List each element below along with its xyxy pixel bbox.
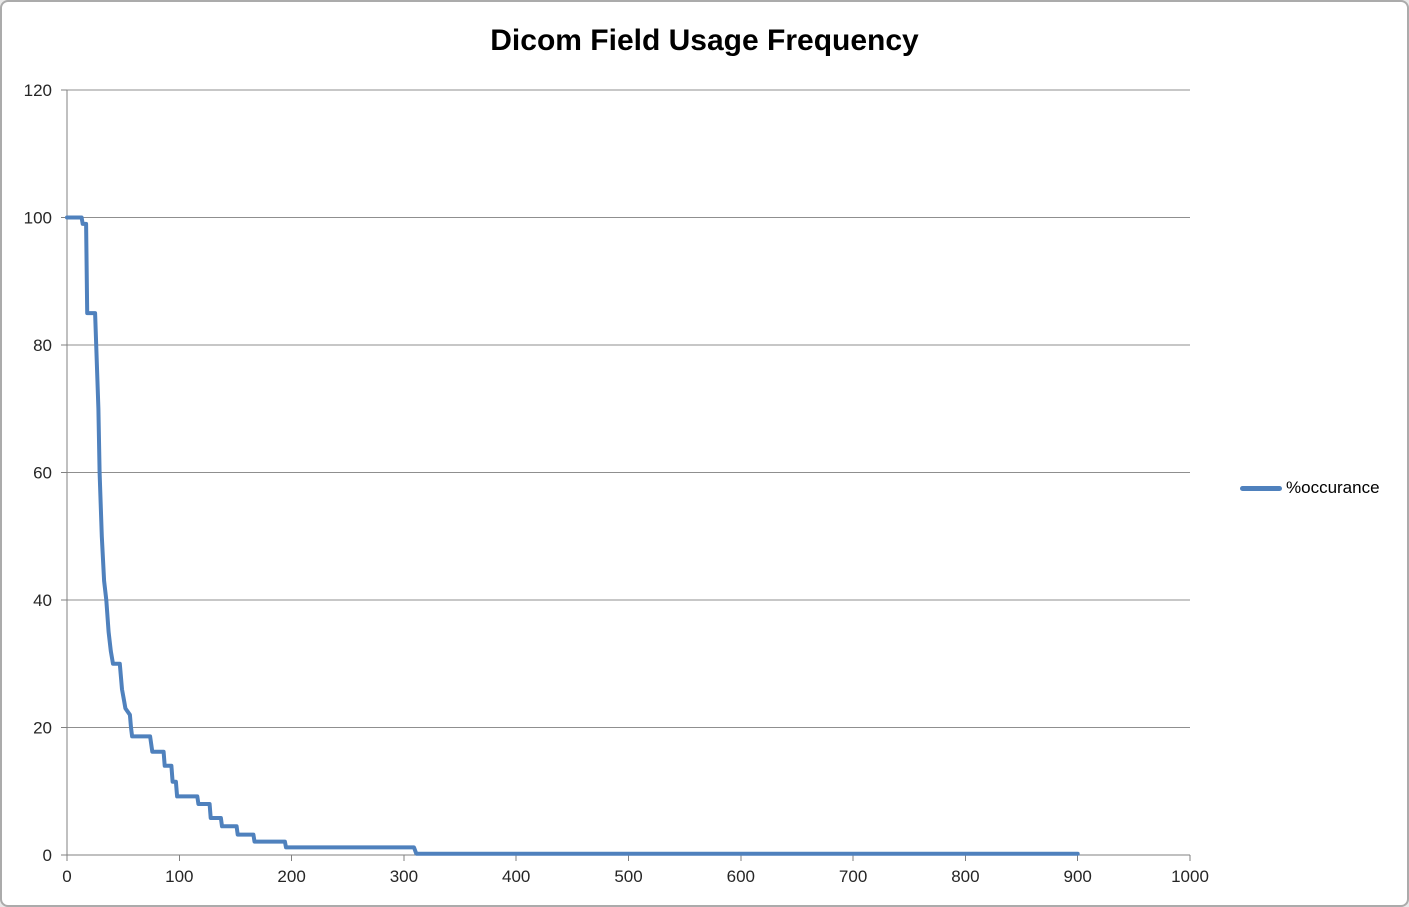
y-tick-label: 20 [33, 719, 52, 738]
legend-label: %occurance [1286, 478, 1380, 497]
y-tick-label: 100 [24, 209, 52, 228]
x-tick-label: 800 [951, 867, 979, 886]
y-tick-label: 80 [33, 336, 52, 355]
legend: %occurance [1240, 477, 1380, 499]
x-tick-label: 400 [502, 867, 530, 886]
series-line [65, 215, 1080, 856]
legend-line-sample-icon [1240, 485, 1282, 491]
x-tick-label: 200 [277, 867, 305, 886]
x-tick-label: 900 [1064, 867, 1092, 886]
x-tick-label: 300 [390, 867, 418, 886]
y-tick-label: 120 [24, 81, 52, 100]
chart-title: Dicom Field Usage Frequency [490, 24, 919, 57]
x-tick-label: 600 [727, 867, 755, 886]
x-tick-label: 100 [165, 867, 193, 886]
y-tick-label: 60 [33, 464, 52, 483]
x-tick-label: 0 [62, 867, 71, 886]
x-tick-label: 1000 [1171, 867, 1209, 886]
x-tick-label: 500 [614, 867, 642, 886]
x-tick-label: 700 [839, 867, 867, 886]
y-tick-label: 40 [33, 591, 52, 610]
y-tick-label: 0 [43, 846, 52, 865]
